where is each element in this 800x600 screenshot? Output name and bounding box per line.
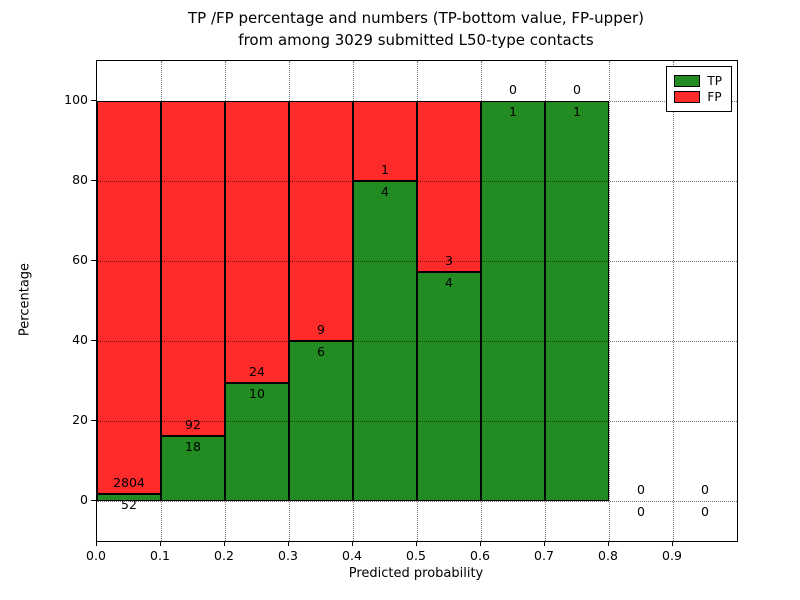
x-tick-mark: [544, 541, 545, 546]
y-tick-label: 20: [72, 412, 88, 427]
gridline-vertical: [545, 61, 546, 541]
gridline-vertical: [353, 61, 354, 541]
fp-count-label: 92: [185, 416, 201, 432]
tp-bar-segment: [481, 101, 545, 501]
y-axis-label: Percentage: [17, 262, 33, 337]
tp-bar-segment: [545, 101, 609, 501]
x-tick-label: 0.5: [406, 548, 426, 563]
y-tick-mark: [91, 260, 96, 261]
x-tick-label: 0.3: [278, 548, 298, 563]
y-tick-mark: [91, 100, 96, 101]
x-tick-mark: [160, 541, 161, 546]
fp-count-label: 9: [317, 322, 325, 337]
x-tick-mark: [352, 541, 353, 546]
fp-legend-swatch: [674, 91, 701, 103]
x-tick-mark: [96, 541, 97, 546]
x-tick-label: 0.4: [342, 548, 362, 563]
tp-bar-segment: [417, 272, 481, 501]
y-tick-label: 60: [72, 252, 88, 267]
x-tick-mark: [288, 541, 289, 546]
tp-legend-swatch: [674, 75, 701, 87]
y-tick-mark: [91, 500, 96, 501]
legend-label: TP: [707, 74, 722, 88]
fp-count-label: 0: [573, 82, 581, 97]
gridline-vertical: [609, 61, 610, 541]
tp-count-label: 4: [445, 275, 453, 291]
fp-bar-segment: [161, 101, 225, 436]
gridline-vertical: [673, 61, 674, 541]
tp-bar-segment: [97, 493, 161, 501]
tp-bar-segment: [161, 435, 225, 501]
y-tick-label: 40: [72, 332, 88, 347]
legend-label: FP: [707, 90, 722, 104]
x-tick-label: 0.8: [598, 548, 618, 563]
chart-title: TP /FP percentage and numbers (TP-bottom…: [96, 8, 736, 52]
x-tick-mark: [224, 541, 225, 546]
tp-count-label: 18: [185, 438, 201, 454]
legend-row: TP: [674, 74, 722, 88]
tp-count-label: 0: [637, 504, 645, 519]
x-tick-mark: [416, 541, 417, 546]
x-tick-label: 0.7: [534, 548, 554, 563]
y-tick-mark: [91, 180, 96, 181]
x-tick-mark: [672, 541, 673, 546]
y-tick-label: 80: [72, 172, 88, 187]
tp-count-label: 0: [701, 504, 709, 519]
fp-count-label: 0: [637, 482, 645, 497]
x-tick-mark: [608, 541, 609, 546]
fp-count-label: 3: [445, 253, 453, 269]
x-axis-label: Predicted probability: [348, 566, 484, 581]
y-tick-label: 100: [64, 92, 88, 107]
gridline-vertical: [481, 61, 482, 541]
plot-area: TP FP 2804 52 92 18 24 10 9 6 1 4 3 4 0 1 0 1 0 0 0 0: [96, 60, 738, 542]
fp-count-label: 0: [509, 82, 517, 97]
tp-count-label: 10: [249, 386, 265, 402]
fp-bar-segment: [289, 101, 353, 341]
fp-count-label: 2804: [113, 474, 145, 490]
tp-count-label: 1: [573, 104, 581, 119]
fp-count-label: 1: [381, 162, 389, 177]
tp-count-label: 4: [381, 184, 389, 199]
fp-bar-segment: [417, 101, 481, 273]
gridline-vertical: [225, 61, 226, 541]
legend-row: FP: [674, 90, 722, 104]
gridline-vertical: [161, 61, 162, 541]
x-tick-label: 0.6: [470, 548, 490, 563]
gridline-vertical: [289, 61, 290, 541]
legend: TP FP: [666, 66, 732, 112]
tp-count-label: 52: [121, 496, 137, 512]
x-tick-label: 0.9: [662, 548, 682, 563]
x-tick-label: 0.2: [214, 548, 234, 563]
x-tick-label: 0.0: [86, 548, 106, 563]
chart-title-line-2: from among 3029 submitted L50-type conta…: [238, 30, 594, 49]
x-tick-label: 0.1: [150, 548, 170, 563]
tp-count-label: 1: [509, 104, 517, 119]
y-tick-mark: [91, 340, 96, 341]
x-tick-mark: [480, 541, 481, 546]
tp-count-label: 6: [317, 344, 325, 359]
fp-count-label: 0: [701, 482, 709, 497]
tp-bar-segment: [225, 383, 289, 501]
y-tick-label: 0: [80, 492, 88, 507]
y-tick-mark: [91, 420, 96, 421]
fp-count-label: 24: [249, 364, 265, 380]
gridline-vertical: [417, 61, 418, 541]
chart-title-line-1: TP /FP percentage and numbers (TP-bottom…: [188, 9, 644, 27]
fp-bar-segment: [97, 101, 161, 494]
